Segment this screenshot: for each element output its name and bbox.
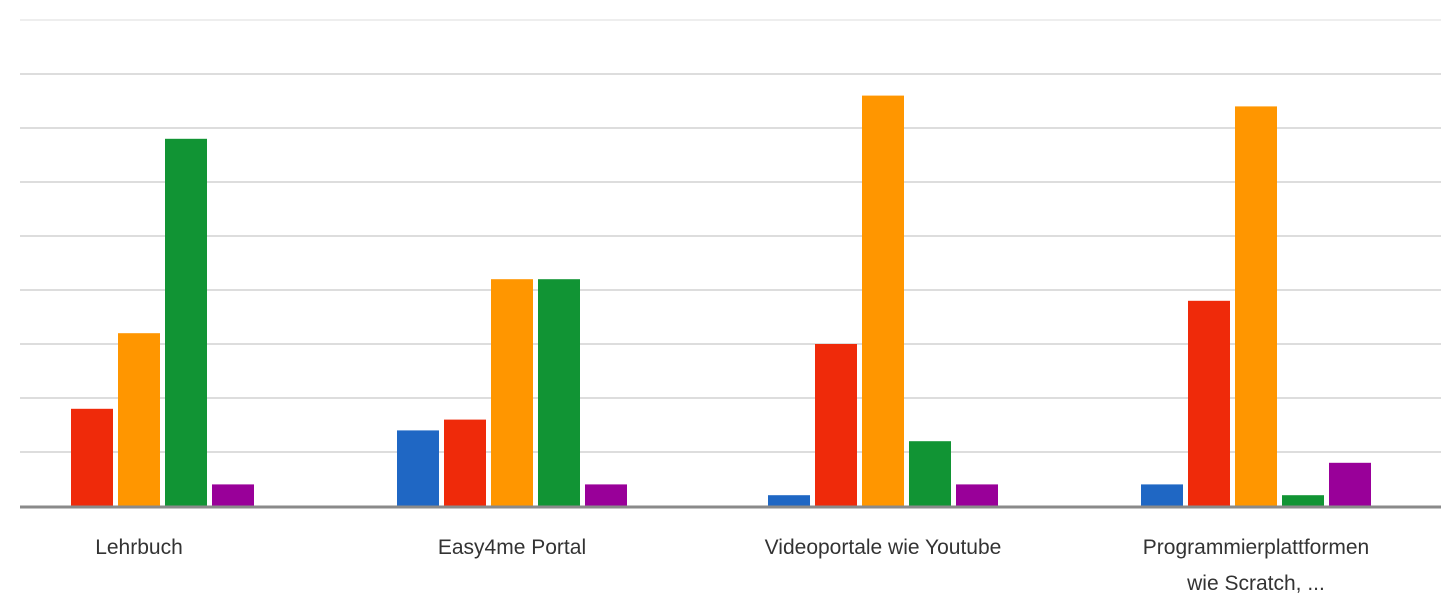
- gridlines: [20, 19, 1441, 453]
- bar: [538, 279, 580, 506]
- bar: [956, 484, 998, 506]
- bar: [1329, 462, 1371, 506]
- bar: [815, 344, 857, 506]
- bar: [862, 95, 904, 506]
- bar: [1141, 484, 1183, 506]
- bar: [491, 279, 533, 506]
- bar: [212, 484, 254, 506]
- bar: [909, 441, 951, 506]
- bar: [585, 484, 627, 506]
- bar: [165, 138, 207, 507]
- bars: [71, 95, 1371, 507]
- category-labels: Lehrbuch Easy4me Portal Videoportale wie Y…: [95, 536, 1369, 595]
- bar: [71, 408, 113, 506]
- bar: [1282, 495, 1324, 506]
- category-label-line: Easy4me Portal: [438, 536, 586, 559]
- category-label-line: Programmierplattformen: [1143, 536, 1369, 559]
- category-label: Lehrbuch: [95, 536, 183, 559]
- bar: [768, 495, 810, 506]
- bar: [118, 333, 160, 506]
- category-label-line: Lehrbuch: [95, 536, 183, 559]
- category-label-line: wie Scratch, ...: [1186, 572, 1325, 595]
- bar: [397, 430, 439, 506]
- bar: [1235, 106, 1277, 507]
- category-label-line: Videoportale wie Youtube: [765, 536, 1002, 559]
- category-label: Videoportale wie Youtube: [765, 536, 1002, 559]
- bar: [444, 419, 486, 506]
- bar: [1188, 300, 1230, 506]
- category-label: Programmierplattformen wie Scratch, ...: [1143, 536, 1369, 595]
- category-label: Easy4me Portal: [438, 536, 586, 559]
